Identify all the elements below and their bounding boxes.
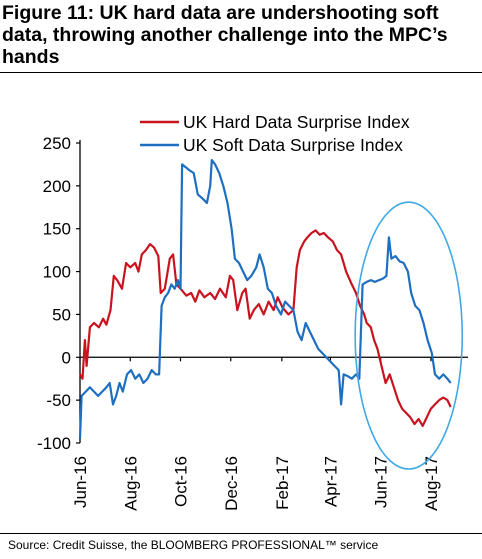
y-tick-label: 150 xyxy=(43,220,71,239)
soft-data-series-line xyxy=(78,159,452,439)
y-tick-label: 250 xyxy=(43,134,71,153)
x-tick-label: Feb-17 xyxy=(273,456,292,510)
x-tick-label: Oct-16 xyxy=(172,456,191,507)
x-tick-label: Jun-16 xyxy=(71,456,90,508)
x-tick-label: Jun-17 xyxy=(372,456,391,508)
highlight-ellipse xyxy=(354,201,464,470)
x-tick-label: Aug-16 xyxy=(121,456,140,511)
source-note: Source: Credit Suisse, the BLOOMBERG PRO… xyxy=(8,538,379,552)
x-tick-label: Dec-16 xyxy=(222,456,241,511)
chart-title: Figure 11: UK hard data are undershootin… xyxy=(2,2,448,68)
footer-rule xyxy=(0,533,482,534)
x-tick-label: Apr-17 xyxy=(321,456,340,507)
series-group xyxy=(78,159,452,439)
y-tick-label: 100 xyxy=(43,263,71,282)
hard-data-series-line xyxy=(79,229,452,427)
x-tick-label: Aug-17 xyxy=(422,456,441,511)
y-tick-label: 50 xyxy=(52,305,71,324)
y-tick-label: -50 xyxy=(46,391,71,410)
title-rule xyxy=(0,72,482,73)
annotation-group xyxy=(354,201,464,470)
legend-group: UK Hard Data Surprise Index UK Soft Data … xyxy=(140,112,410,155)
y-tick-label: 200 xyxy=(43,177,71,196)
y-tick-label: 0 xyxy=(62,348,71,367)
legend-hard-label: UK Hard Data Surprise Index xyxy=(183,112,410,132)
legend-soft-label: UK Soft Data Surprise Index xyxy=(183,135,403,155)
y-tick-label: -100 xyxy=(37,434,71,453)
